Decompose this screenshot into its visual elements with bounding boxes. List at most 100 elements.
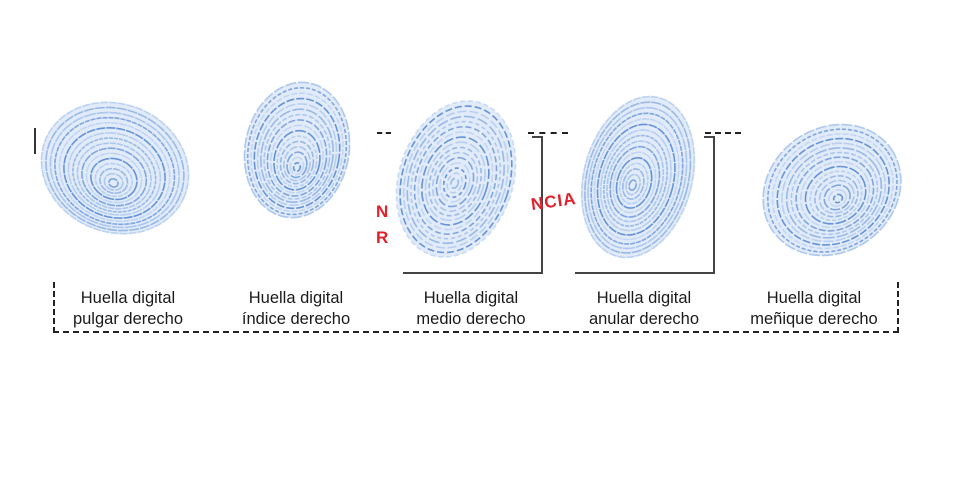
fingerprint-ridge [269,124,325,194]
fingerprint-ridge [599,129,672,232]
fingerprint-ridge [814,175,859,218]
fingerprint-ridge [804,165,867,225]
caption-thumb-line1: Huella digital [80,289,176,307]
fingerprint-ridge [596,123,676,236]
caption-ring-line1: Huella digital [596,289,692,307]
fingerprint-ridge [54,116,176,226]
fingerprint-ridge [587,106,688,250]
dashed-line-top-2 [528,132,568,134]
fingerprint-ridge [94,162,134,198]
bracket-middle-right [541,136,543,274]
caption-thumb-line2: pulgar derecho [72,310,184,328]
fingerprint-ridge [580,95,696,259]
fingerprint-ridge [809,170,863,222]
fingerprint-ridge [292,162,302,173]
fingerprint-ridge [612,151,657,214]
fingerprint-ridge [603,134,668,227]
fingerprint-ridge [58,121,171,223]
fingerprint-ridge [289,156,305,176]
fingerprint-ridge [108,178,119,188]
caption-index-line1: Huella digital [248,289,344,307]
fingerprint-index [240,78,355,223]
dashed-line-top-3 [705,132,741,134]
fingerprint-base [763,124,901,256]
fingerprint-ridge [590,112,684,245]
fingerprint-ridge [622,168,645,200]
stamp-fragment-b: R [376,228,390,247]
fingerprint-svg [395,100,517,258]
fingerprint-ring [578,92,698,262]
fingerprint-ridge [439,162,471,203]
fingerprint-ridge [40,101,190,235]
fingerprint-svg [762,123,902,257]
fingerprint-ridge [266,119,328,197]
caption-middle: Huella digital medio derecho [386,288,556,330]
bracket-middle-bottom [403,272,543,274]
fingerprint-ridge [413,125,498,235]
fingerprint-ridge [283,145,311,182]
fingerprint-ridge [256,103,338,207]
fingerprint-ridge [67,132,162,216]
bracket-ring-top [704,136,715,138]
fingerprint-base [396,100,516,258]
fingerprint-ridge [832,193,844,204]
caption-ring-line2: anular derecho [588,310,700,328]
bracket-ring-bottom [575,272,715,274]
fingerprint-ridge [450,177,460,189]
fingerprint-ridge [85,152,143,204]
fingerprint-ridge [406,115,505,245]
fingerprint-svg [580,95,696,259]
fingerprint-ridge [260,108,334,203]
fingerprint-svg [243,81,351,219]
fingerprint-ridge [99,167,129,195]
caption-index: Huella digital índice derecho [211,288,381,330]
caption-little-line1: Huella digital [766,289,862,307]
fingerprint-ridge [828,189,848,207]
caption-little: Huella digital meñique derecho [729,288,899,330]
fingerprint-ridge [243,81,351,219]
fingerprint-ridge [279,140,315,185]
fingerprint-ridge [818,179,855,215]
fingerprint-ridge [253,97,341,210]
fingerprint-ridge [395,100,517,258]
left-tick [34,128,36,154]
fingerprint-ridge [767,128,898,253]
fingerprint-ridge [103,172,124,191]
fingerprint-ridge [424,141,486,222]
caption-thumb: Huella digital pulgar derecho [43,288,213,330]
caption-middle-line1: Huella digital [423,289,519,307]
fingerprint-ridge [615,157,653,209]
fingerprint-ridge [417,131,494,231]
fingerprint-ridge [49,111,180,229]
caption-little-line2: meñique derecho [750,310,878,328]
fingerprint-ridge [606,140,665,223]
fingerprint-ridge [81,147,148,207]
fingerprint-ridge [442,167,467,199]
fingerprint-ridge [421,136,490,226]
fingerprint-ridge [628,179,637,191]
fingerprint-ridge [402,110,509,249]
fingerprint-ridge [90,157,138,201]
fingerprint-ridge [276,135,318,188]
bracket-middle-top [532,136,543,138]
stamp-fragment-a: N [376,202,390,221]
fingerprint-ridge [250,92,344,213]
fingerprint-ridge [771,133,894,250]
stamp-fragment-c: NCIA [529,188,578,215]
fingerprint-ridge [76,142,152,210]
fingerprint-ridge [584,101,692,254]
fingerprint-ridge [795,156,875,232]
caption-index-line2: índice derecho [241,310,351,328]
fingerprint-ridge [45,106,185,232]
fingerprint-ridge [785,147,883,239]
fingerprint-ridge [63,127,166,219]
fingerprint-ridge [72,137,157,213]
fingerprint-ridge [776,137,890,246]
fingerprint-thumb [35,98,195,238]
fingerprint-ridge [762,123,902,257]
fingerprint-ridge [823,184,851,211]
dashed-line-top-1 [377,132,391,134]
fingerprint-ridge [246,86,348,216]
fingerprint-ridge [273,129,321,191]
fingerprint-ridge [410,120,502,240]
